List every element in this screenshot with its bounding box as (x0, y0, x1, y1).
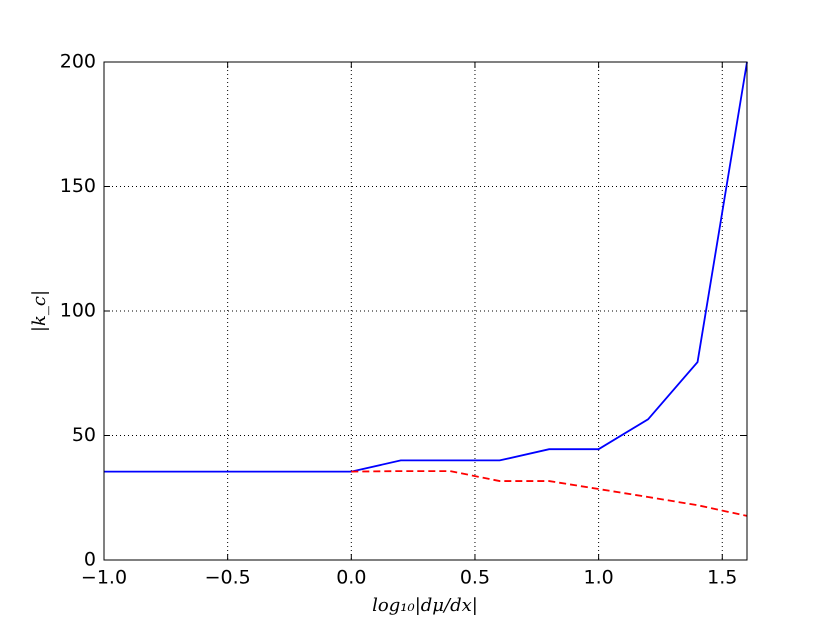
y-tick-label: 100 (60, 300, 96, 322)
y-tick-label: 200 (60, 51, 96, 73)
y-tick-label: 50 (72, 424, 96, 446)
x-tick-label: −0.5 (205, 567, 251, 589)
series-line (104, 61, 748, 473)
y-tick-label: 0 (84, 549, 96, 571)
plot-frame (103, 61, 748, 561)
x-tick-label: 1.0 (584, 567, 614, 589)
x-axis-label: log₁₀|dμ/dx| (372, 595, 478, 616)
series-line (351, 470, 748, 517)
x-tick-label: −1.0 (81, 567, 127, 589)
y-axis-label: |k_c| (29, 290, 50, 332)
x-tick-label: 1.5 (707, 567, 737, 589)
y-tick-label: 150 (60, 175, 96, 197)
x-tick-label: 0.0 (336, 567, 366, 589)
x-tick-label: 0.5 (460, 567, 490, 589)
